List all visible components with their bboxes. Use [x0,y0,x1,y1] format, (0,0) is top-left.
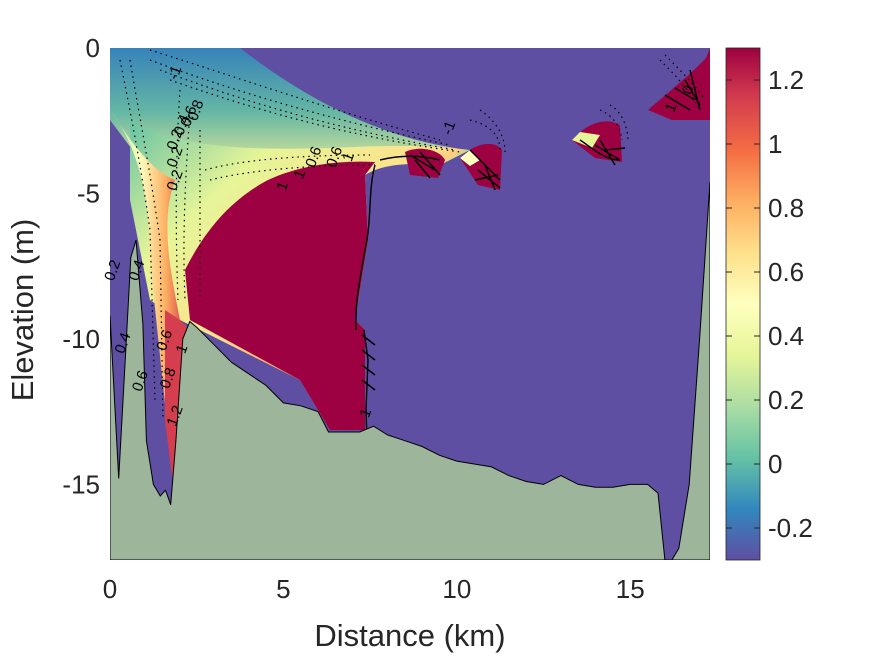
x-tick-label: 5 [276,574,290,604]
contour-label: 0.6 [323,144,346,169]
colorbar-tick-label: 1.2 [768,65,804,95]
contour-label: 0.4 [171,112,194,137]
x-tick-label: 10 [442,574,471,604]
contour-label: 0.8 [157,365,180,390]
patch-3 [572,121,622,162]
bathymetry [110,181,710,560]
x-tick-label: 0 [103,574,117,604]
contour-label: 0.2 [101,258,124,283]
colorbar-tick-label: -0.2 [768,513,813,543]
contour-label: 0.2 [164,144,187,169]
colorbar-tick-label: 1 [768,129,782,159]
contour-label: -1 [165,63,186,81]
patch-edge-2 [460,150,480,166]
contour-label: 0.6 [129,368,152,393]
contour-label: 0.2 [164,168,187,193]
colorbar-tick-label: 0.6 [768,257,804,287]
patch-4 [648,48,710,120]
y-axis-ticks: 0 -5 -10 -15 [62,33,100,499]
colorbar-tick-label: 0 [768,449,782,479]
y-tick-label: 0 [86,33,100,63]
x-axis-ticks: 0 5 10 15 [103,574,645,604]
contour-label: 0.6 [177,104,200,129]
y-axis-label: Elevation (m) [5,219,40,402]
x-tick-label: 15 [616,574,645,604]
x-axis-label: Distance (km) [314,618,505,653]
contour-label: 0.6 [153,328,176,353]
contour-label: 1.2 [164,403,187,428]
contour-label: 0.4 [112,330,135,355]
contour-label: 0.2 [164,127,187,152]
contour-label: 0.4 [125,258,148,283]
contour-label: -1 [439,119,460,137]
colorbar-ticks: -0.2 0 0.2 0.4 0.6 0.8 1 1.2 [726,65,813,543]
y-tick-label: -15 [62,469,100,499]
contour-label: 0.8 [184,98,207,123]
y-tick-label: -5 [77,178,100,208]
salt-wedge [185,161,375,430]
contour-labels: -10.80.60.40.20.20.20.2 0.40.40.60.60.811… [101,63,698,428]
y-tick-label: -10 [62,324,100,354]
dense-contour-clusters [361,79,701,391]
contour-label: 0.6 [302,144,325,169]
colorbar-tick-label: 0.8 [768,193,804,223]
colorbar-tick-label: 0.2 [768,385,804,415]
colorbar-tick-label: 0.4 [768,321,804,351]
dotted-contours [119,49,706,421]
patch-edge-1 [572,132,600,148]
colorbar [725,47,761,561]
